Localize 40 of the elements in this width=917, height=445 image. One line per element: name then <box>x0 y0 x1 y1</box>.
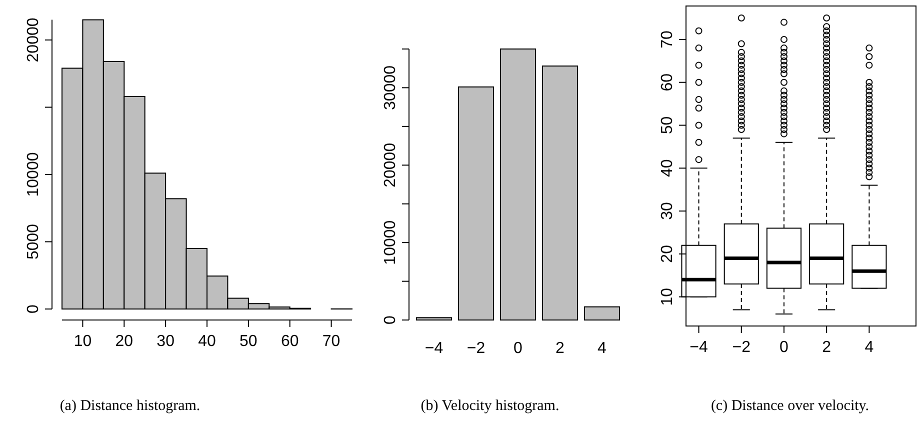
bar <box>416 317 452 320</box>
y-tick-label: 30 <box>659 202 676 220</box>
x-tick-label: 30 <box>156 333 175 350</box>
y-tick-label: 10 <box>659 288 676 306</box>
x-tick-label: 2 <box>822 339 832 356</box>
x-tick-label: 4 <box>864 339 874 356</box>
x-tick-label: 2 <box>556 340 565 357</box>
x-tick-label: 20 <box>115 333 134 350</box>
bar <box>500 48 536 320</box>
y-tick-label: 0 <box>25 304 42 314</box>
x-tick-label: 40 <box>198 333 216 350</box>
y-tick-label: 20000 <box>382 142 399 188</box>
x-tick-label: −2 <box>466 340 486 357</box>
text: (b) Velocity histogram. <box>420 398 560 414</box>
x-tick-label: 50 <box>240 333 258 350</box>
y-tick-label: 10000 <box>25 152 42 197</box>
y-tick-label: 20000 <box>25 18 42 62</box>
bar <box>542 66 578 320</box>
y-tick-label: 5000 <box>25 224 42 260</box>
y-tick-label: 60 <box>659 73 676 92</box>
x-tick-label: −4 <box>424 340 444 357</box>
y-tick-label: 30000 <box>382 65 399 110</box>
x-tick-label: −4 <box>690 339 708 356</box>
y-tick-label: 20 <box>659 244 676 263</box>
y-tick-label: 70 <box>659 30 676 48</box>
text: (a) Distance histogram. <box>60 398 200 414</box>
x-tick-label: 60 <box>280 333 299 350</box>
x-tick-label: 70 <box>322 333 340 350</box>
x-tick-label: 0 <box>780 339 789 356</box>
x-tick-label: 10 <box>74 333 92 350</box>
x-tick-label: −2 <box>732 339 751 356</box>
bar <box>458 86 494 320</box>
y-tick-label: 10000 <box>382 220 399 265</box>
text: (c) Distance over velocity. <box>710 398 870 414</box>
y-tick-label: 40 <box>659 159 676 178</box>
y-tick-label: 0 <box>382 315 399 324</box>
x-tick-label: 0 <box>514 340 523 357</box>
bar <box>584 306 620 320</box>
x-tick-label: 4 <box>598 340 607 357</box>
y-tick-label: 50 <box>659 116 676 134</box>
